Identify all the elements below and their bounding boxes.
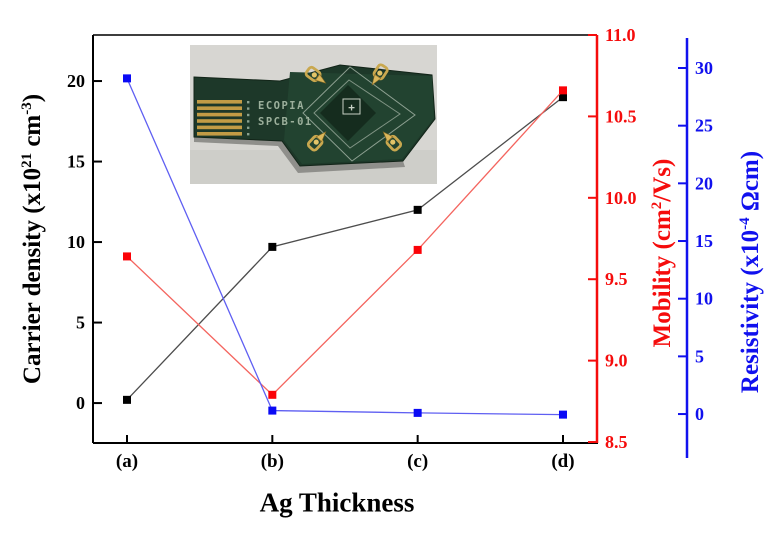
resistivity-axis-title-text2: Ωcm) — [737, 150, 765, 218]
mobility-axis-title-text2: /Vs) — [649, 158, 677, 202]
mobility-axis-tick-label: 9.0 — [605, 351, 628, 371]
center-target-square — [342, 98, 361, 115]
series-carrier-density — [123, 93, 567, 404]
x-axis-tick-label: (c) — [407, 451, 428, 472]
data-point-marker — [123, 395, 131, 404]
left-axis-title-sup2: -3 — [18, 102, 35, 115]
connector-finger — [197, 132, 242, 136]
data-point-marker — [558, 410, 567, 419]
left-axis-title: Carrier density (x1021 cm-3) — [19, 94, 47, 384]
edge-connector-fingers — [197, 100, 250, 136]
board-shadow — [194, 137, 405, 173]
left-axis-tick-label: 10 — [67, 232, 85, 252]
finger-index-mark — [247, 126, 250, 129]
data-point-marker — [413, 245, 422, 254]
finger-index-mark — [247, 133, 250, 136]
x-axis-tick-label: (d) — [551, 451, 574, 472]
series-line — [126, 78, 563, 416]
data-point-marker — [268, 390, 277, 399]
mobility-axis-tick-label: 8.5 — [605, 432, 628, 452]
mobility-axis-tick-label: 10.5 — [605, 106, 637, 126]
resistivity-axis-title: Resistivity (x10-4 Ωcm) — [737, 151, 765, 393]
left-axis-tick-label: 20 — [67, 71, 85, 91]
resistivity-axis-tick-label: 15 — [695, 231, 713, 251]
resistivity-axis-title-sup: -4 — [736, 217, 753, 230]
data-point-marker — [558, 86, 567, 95]
board-label-spcb01: SPCB-01 — [258, 116, 313, 128]
data-point-marker — [268, 406, 277, 415]
series-line — [126, 96, 564, 401]
connector-finger — [197, 112, 242, 117]
connector-finger — [197, 100, 242, 104]
left-axis-title-text3: ) — [19, 93, 47, 103]
resistivity-axis-tick-label: 30 — [695, 58, 713, 78]
resistivity-axis-tick-label: 5 — [695, 346, 704, 366]
finger-index-mark — [247, 113, 250, 117]
resistivity-axis-tick-label: 25 — [695, 116, 713, 136]
board-label-ecopia: ECOPIA — [258, 100, 305, 112]
series-line — [126, 89, 564, 396]
x-axis-tick-label: (b) — [261, 451, 284, 472]
mobility-axis-title: Mobility (cm2/Vs) — [649, 159, 677, 348]
center-cross-mark: + — [348, 101, 355, 114]
data-point-marker — [123, 74, 131, 83]
silkscreen-inner-diamond — [313, 79, 401, 149]
resistivity-axis-title-text: Resistivity (x10 — [737, 229, 765, 394]
left-axis-tick-label: 15 — [67, 152, 85, 172]
finger-index-mark — [247, 120, 250, 123]
mobility-axis-tick-label: 9.5 — [605, 269, 628, 289]
finger-index-mark — [247, 101, 250, 104]
mobility-axis-title-text: Mobility (cm — [649, 209, 677, 348]
sample-substrate — [320, 85, 376, 141]
resistivity-axis-tick-label: 0 — [695, 404, 704, 424]
mobility-axis-tick-label: 11.0 — [605, 25, 636, 45]
left-axis-title-text: Carrier density (x10 — [19, 167, 47, 385]
left-axis-tick-label: 5 — [76, 313, 85, 333]
left-axis-title-text2: cm — [19, 114, 47, 153]
resistivity-axis-tick-label: 10 — [695, 289, 713, 309]
connector-finger — [197, 106, 242, 110]
left-axis-title-sup1: 21 — [18, 152, 35, 168]
data-point-marker — [413, 205, 422, 214]
connector-finger — [197, 125, 242, 130]
data-point-marker — [558, 93, 567, 102]
series-resistivity — [123, 74, 567, 419]
x-axis-title: Ag Thickness — [259, 487, 415, 518]
data-point-marker — [413, 408, 422, 417]
finger-index-mark — [247, 107, 250, 110]
inset-photo-sample-board: + ECOPIA SPCB-01 — [190, 45, 437, 184]
mobility-axis-tick-label: 10.0 — [605, 188, 637, 208]
data-point-marker — [123, 252, 131, 261]
resistivity-axis-tick-label: 20 — [695, 173, 713, 193]
mobility-axis-title-sup: 2 — [648, 201, 665, 210]
left-axis-tick-label: 0 — [76, 393, 85, 413]
silkscreen-outer-diamond — [302, 66, 416, 162]
series-mobility — [123, 86, 567, 399]
data-point-marker — [268, 242, 277, 251]
x-axis-tick-label: (a) — [116, 451, 138, 472]
connector-finger — [197, 119, 242, 123]
